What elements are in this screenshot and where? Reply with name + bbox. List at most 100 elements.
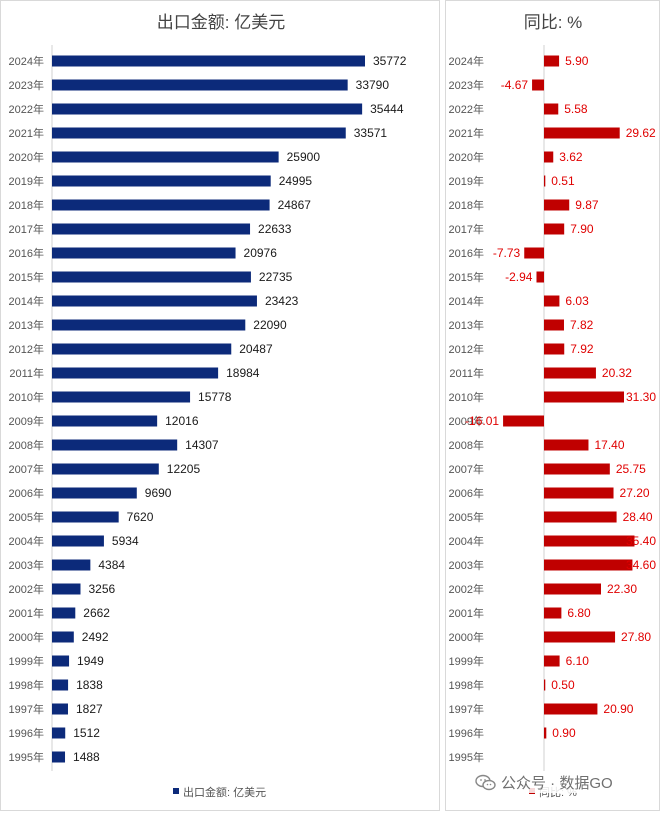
bar — [52, 79, 348, 91]
data-label: 35772 — [373, 54, 407, 68]
data-label: 1512 — [73, 726, 100, 740]
tick-label: 1999年 — [9, 654, 44, 668]
tick-label: 2021年 — [9, 126, 44, 140]
data-label: 29.62 — [626, 126, 656, 140]
data-label: 0.90 — [552, 726, 576, 740]
bar — [544, 583, 601, 595]
chart-panel-yoy: 同比: % 2024年 5.90 2023年 -4.67 2022年 5.58 2021年 29… — [445, 0, 660, 811]
data-label: 20976 — [244, 246, 278, 260]
data-label: -7.73 — [493, 246, 521, 260]
data-label: 5.58 — [564, 102, 588, 116]
data-label: 12205 — [167, 462, 201, 476]
data-label: 15778 — [198, 390, 232, 404]
tick-label: 1996年 — [449, 726, 484, 740]
tick-label: 2023年 — [449, 78, 484, 92]
tick-label: 2010年 — [9, 390, 44, 404]
tick-label: 2017年 — [9, 222, 44, 236]
legend-label: 出口金额: 亿美元 — [183, 785, 266, 799]
bar — [544, 679, 546, 691]
export-amount-chart: 出口金额: 亿美元 2024年 35772 2023年 33790 2022年 35444 2… — [9, 13, 407, 799]
bar — [52, 391, 191, 403]
tick-label: 2014年 — [9, 294, 44, 308]
bar — [544, 631, 616, 643]
bar — [52, 679, 69, 691]
bar — [544, 151, 554, 163]
data-label: 17.40 — [594, 438, 624, 452]
data-label: 28.40 — [623, 510, 653, 524]
bar — [52, 559, 91, 571]
bar — [52, 175, 271, 187]
data-label: 20487 — [239, 342, 273, 356]
data-label: 2662 — [83, 606, 110, 620]
tick-label: 2020年 — [9, 150, 44, 164]
tick-label: 2004年 — [449, 534, 484, 548]
bar — [503, 415, 544, 427]
chart-panel-export-amount: 出口金额: 亿美元 2024年 35772 2023年 33790 2022年 35444 2… — [0, 0, 440, 811]
bar — [52, 511, 119, 523]
bar — [544, 55, 560, 67]
data-label: 5934 — [112, 534, 139, 548]
tick-label: 1997年 — [449, 702, 484, 716]
data-label: 7.92 — [570, 342, 594, 356]
legend-swatch — [173, 788, 179, 794]
bar — [544, 511, 617, 523]
data-label: 5.90 — [565, 54, 589, 68]
tick-label: 2007年 — [9, 462, 44, 476]
yoy-growth-chart: 同比: % 2024年 5.90 2023年 -4.67 2022年 5.58 2021年 29… — [449, 13, 657, 799]
tick-label: 2007年 — [449, 462, 484, 476]
data-label: 6.80 — [567, 606, 591, 620]
bar — [544, 463, 610, 475]
tick-label: 2019年 — [9, 174, 44, 188]
data-label: 35.40 — [626, 534, 656, 548]
bar — [52, 103, 363, 115]
bar — [544, 727, 547, 739]
bar — [52, 655, 70, 667]
data-label: 9690 — [145, 486, 172, 500]
wechat-icon — [475, 774, 497, 792]
tick-label: 2015年 — [449, 270, 484, 284]
tick-label: 2020年 — [449, 150, 484, 164]
bar — [52, 535, 104, 547]
tick-label: 2017年 — [449, 222, 484, 236]
data-label: 7620 — [127, 510, 154, 524]
tick-label: 2006年 — [449, 486, 484, 500]
bar — [544, 655, 560, 667]
tick-label: 2003年 — [449, 558, 484, 572]
bar — [544, 175, 546, 187]
tick-label: 2014年 — [449, 294, 484, 308]
bar — [544, 391, 624, 403]
data-label: 27.20 — [620, 486, 650, 500]
tick-label: 2012年 — [9, 342, 44, 356]
bar — [544, 127, 620, 139]
data-label: 6.10 — [566, 654, 590, 668]
data-label: 3256 — [88, 582, 115, 596]
bar — [52, 415, 158, 427]
tick-label: 1996年 — [9, 726, 44, 740]
tick-label: 1997年 — [9, 702, 44, 716]
tick-label: 2013年 — [449, 318, 484, 332]
data-label: 27.80 — [621, 630, 651, 644]
data-label: 7.90 — [570, 222, 594, 236]
bar — [544, 607, 562, 619]
data-label: 25.75 — [616, 462, 646, 476]
chart-title: 同比: % — [524, 13, 583, 32]
data-label: 33571 — [354, 126, 388, 140]
bar — [544, 199, 570, 211]
bar — [52, 583, 81, 595]
data-label: 1949 — [77, 654, 104, 668]
tick-label: 2019年 — [449, 174, 484, 188]
bar — [544, 439, 589, 451]
tick-label: 2011年 — [449, 366, 484, 380]
bar — [52, 703, 68, 715]
data-label: 6.03 — [565, 294, 589, 308]
bar — [52, 199, 270, 211]
data-label: 22090 — [253, 318, 287, 332]
tick-label: 2018年 — [9, 198, 44, 212]
tick-label: 2001年 — [449, 606, 484, 620]
bar — [52, 439, 178, 451]
data-label: 22735 — [259, 270, 293, 284]
watermark-text: 公众号 · 数据GO — [501, 775, 613, 792]
data-label: 3.62 — [559, 150, 583, 164]
tick-label: 2008年 — [9, 438, 44, 452]
data-label: 1838 — [76, 678, 103, 692]
